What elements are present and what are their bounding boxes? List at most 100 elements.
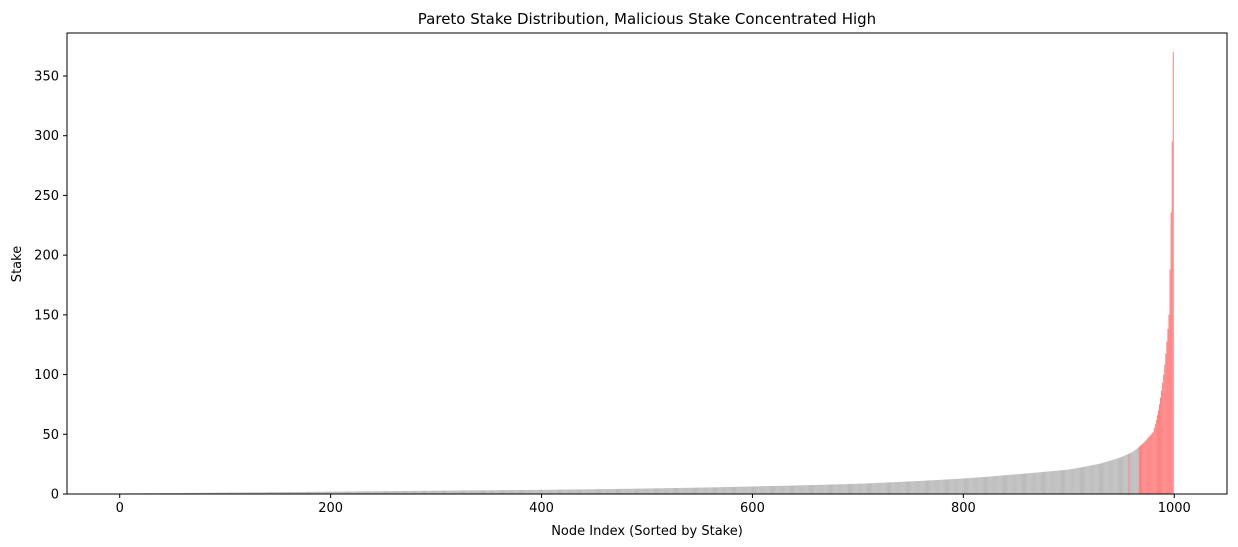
honest-bar (768, 486, 770, 494)
honest-bar (1057, 470, 1059, 494)
honest-bar (649, 488, 651, 494)
honest-bar (991, 476, 993, 494)
honest-bar (949, 479, 951, 494)
honest-bar (898, 481, 900, 494)
honest-bar (946, 479, 947, 494)
honest-bar (427, 490, 429, 494)
honest-bar (739, 486, 741, 494)
honest-bar (854, 483, 856, 494)
honest-bar (637, 488, 638, 494)
honest-bar (1051, 471, 1053, 494)
honest-bar (549, 489, 551, 494)
honest-bar (1127, 454, 1129, 494)
honest-bar (1135, 449, 1137, 494)
honest-bar (841, 484, 843, 494)
honest-bar (1101, 463, 1102, 494)
honest-bar (484, 490, 486, 494)
honest-bar (550, 489, 552, 494)
honest-bar (915, 481, 917, 494)
honest-bar (505, 490, 507, 494)
honest-bar (220, 492, 222, 494)
honest-bar (414, 490, 416, 494)
honest-bar (659, 488, 661, 494)
honest-bar (938, 479, 940, 494)
honest-bar (845, 484, 847, 494)
malicious-bar (1151, 433, 1153, 494)
honest-bar (811, 485, 812, 494)
honest-bar (878, 482, 880, 494)
honest-bar (396, 491, 398, 494)
honest-bar (821, 484, 823, 494)
honest-bar (608, 489, 610, 494)
honest-bar (322, 491, 324, 494)
honest-bar (992, 476, 994, 494)
honest-bar (250, 492, 251, 494)
honest-bar (1104, 462, 1106, 494)
honest-bar (256, 492, 258, 494)
honest-bar (303, 491, 305, 494)
honest-bar (387, 491, 388, 494)
honest-bar (227, 492, 229, 494)
honest-bar (366, 491, 367, 494)
honest-bar (487, 490, 489, 494)
honest-bar (243, 492, 245, 494)
honest-bar (685, 487, 687, 494)
honest-bar (433, 490, 435, 494)
honest-bar (375, 491, 377, 494)
honest-bar (994, 476, 996, 494)
honest-bar (627, 488, 629, 494)
honest-bar (296, 491, 298, 494)
honest-bar (358, 491, 360, 494)
honest-bar (562, 489, 564, 494)
honest-bar (512, 490, 514, 494)
honest-bar (185, 492, 187, 494)
honest-bar (318, 491, 320, 494)
honest-bar (846, 484, 848, 494)
honest-bar (897, 481, 899, 494)
honest-bar (717, 487, 719, 494)
honest-bar (311, 491, 313, 494)
honest-bar (669, 488, 671, 494)
honest-bar (678, 487, 680, 494)
honest-bar (434, 490, 436, 494)
honest-bar (1011, 474, 1013, 494)
honest-bar (564, 489, 566, 494)
honest-bar (1077, 467, 1079, 494)
honest-bar (328, 491, 329, 494)
honest-bar (492, 490, 494, 494)
honest-bar (585, 489, 587, 494)
honest-bar (694, 487, 695, 494)
honest-bar (777, 485, 779, 494)
honest-bar (866, 483, 868, 494)
honest-bar (193, 492, 194, 494)
honest-bar (525, 489, 527, 494)
honest-bar (188, 492, 190, 494)
honest-bar (393, 491, 395, 494)
honest-bar (688, 487, 690, 494)
honest-bar (999, 475, 1001, 494)
honest-bar (341, 491, 343, 494)
honest-bar (756, 486, 758, 494)
honest-bar (1000, 475, 1002, 494)
honest-bar (582, 489, 584, 494)
honest-bar (314, 491, 316, 494)
honest-bar (443, 490, 444, 494)
honest-bar (851, 483, 852, 494)
honest-bar (873, 483, 875, 494)
honest-bar (1016, 474, 1018, 494)
honest-bar (716, 487, 718, 494)
honest-bar (932, 480, 934, 494)
honest-bar (400, 491, 402, 494)
honest-bar (655, 488, 656, 494)
honest-bar (774, 485, 776, 494)
honest-bar (1048, 471, 1050, 494)
honest-bar (270, 492, 271, 494)
honest-bar (236, 492, 238, 494)
honest-bar (973, 477, 975, 494)
honest-bar (367, 491, 368, 494)
honest-bar (281, 492, 283, 494)
honest-bar (413, 490, 415, 494)
honest-bar (293, 492, 295, 494)
honest-bar (684, 487, 686, 494)
honest-bar (1120, 457, 1121, 494)
